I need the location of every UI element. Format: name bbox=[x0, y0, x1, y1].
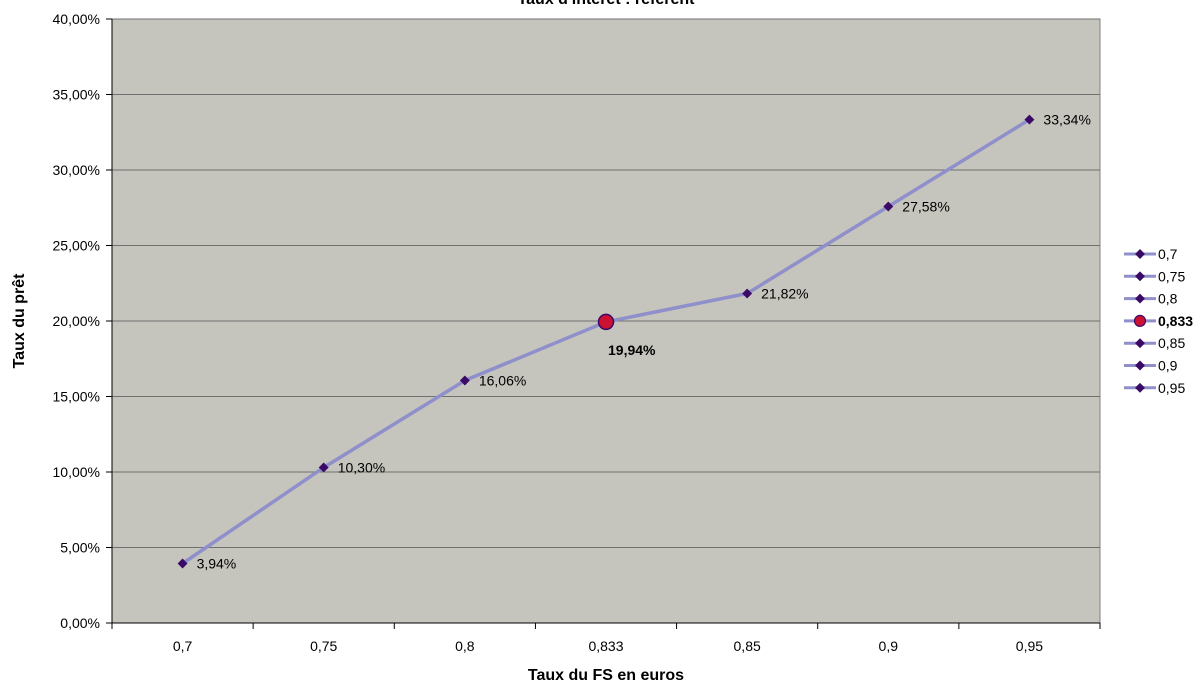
x-tick-label: 0,75 bbox=[310, 638, 337, 654]
x-tick-label: 0,85 bbox=[734, 638, 761, 654]
legend: 0,7 0,75 0,8 0,833 0,85 0,9 0,95 bbox=[1124, 246, 1193, 396]
y-tick-label: 5,00% bbox=[60, 540, 100, 556]
legend-marker bbox=[1135, 338, 1145, 349]
legend-label: 0,95 bbox=[1158, 380, 1185, 396]
data-label: 21,82% bbox=[761, 286, 808, 302]
legend-item: 0,833 bbox=[1124, 313, 1193, 329]
y-tick-label: 0,00% bbox=[60, 615, 100, 631]
data-label: 33,34% bbox=[1043, 112, 1090, 128]
legend-item: 0,9 bbox=[1124, 358, 1178, 374]
legend-item: 0,7 bbox=[1124, 246, 1178, 262]
y-axis-ticks: 0,00% 5,00% 10,00% 15,00% 20,00% 25,00% 30,00%… bbox=[53, 11, 113, 631]
data-point bbox=[1024, 114, 1035, 125]
legend-marker bbox=[1135, 271, 1145, 282]
legend-label: 0,8 bbox=[1158, 291, 1178, 307]
data-label: 19,94% bbox=[608, 342, 656, 358]
legend-label: 0,833 bbox=[1158, 313, 1193, 329]
data-point bbox=[883, 201, 894, 212]
data-point bbox=[177, 558, 188, 569]
data-markers bbox=[177, 114, 1035, 569]
chart-title: Taux d'intérêt : référent bbox=[518, 0, 696, 8]
y-tick-label: 10,00% bbox=[53, 464, 100, 480]
y-axis-title: Taux du prêt bbox=[11, 273, 28, 368]
data-point bbox=[318, 462, 329, 473]
x-tick-label: 0,833 bbox=[588, 638, 623, 654]
x-tick-label: 0,7 bbox=[173, 638, 193, 654]
legend-marker bbox=[1135, 249, 1145, 259]
data-label: 27,58% bbox=[902, 199, 949, 215]
data-point bbox=[459, 375, 470, 386]
y-tick-label: 35,00% bbox=[53, 87, 100, 103]
legend-item: 0,95 bbox=[1124, 380, 1185, 396]
legend-marker bbox=[1135, 360, 1145, 371]
x-axis-ticks: 0,7 0,75 0,8 0,833 0,85 0,9 0,95 bbox=[111, 622, 1101, 654]
legend-marker bbox=[1135, 382, 1145, 393]
legend-item: 0,85 bbox=[1124, 335, 1185, 351]
data-label: 3,94% bbox=[197, 556, 237, 572]
legend-label: 0,7 bbox=[1158, 246, 1178, 262]
data-point bbox=[742, 288, 753, 299]
data-labels: 3,94% 10,30% 16,06% 19,94% 21,82% 27,58% 33,34… bbox=[197, 112, 1091, 572]
y-tick-label: 40,00% bbox=[53, 11, 100, 27]
legend-label: 0,75 bbox=[1158, 268, 1185, 284]
y-tick-label: 30,00% bbox=[53, 162, 100, 178]
x-axis-title: Taux du FS en euros bbox=[528, 667, 684, 682]
legend-marker bbox=[1135, 293, 1145, 304]
x-tick-label: 0,95 bbox=[1016, 638, 1043, 654]
y-tick-label: 25,00% bbox=[53, 238, 100, 254]
y-tick-label: 15,00% bbox=[53, 389, 100, 405]
y-tick-label: 20,00% bbox=[53, 313, 100, 329]
x-tick-label: 0,8 bbox=[455, 638, 475, 654]
x-tick-label: 0,9 bbox=[879, 638, 899, 654]
legend-label: 0,85 bbox=[1158, 335, 1185, 351]
highlight-point bbox=[597, 313, 615, 331]
legend-item: 0,75 bbox=[1124, 268, 1185, 284]
legend-marker bbox=[1133, 314, 1147, 327]
legend-item: 0,8 bbox=[1124, 291, 1178, 307]
legend-label: 0,9 bbox=[1158, 358, 1178, 374]
data-label: 10,30% bbox=[338, 459, 385, 475]
gridlines bbox=[112, 18, 1100, 548]
data-label: 16,06% bbox=[479, 372, 526, 388]
